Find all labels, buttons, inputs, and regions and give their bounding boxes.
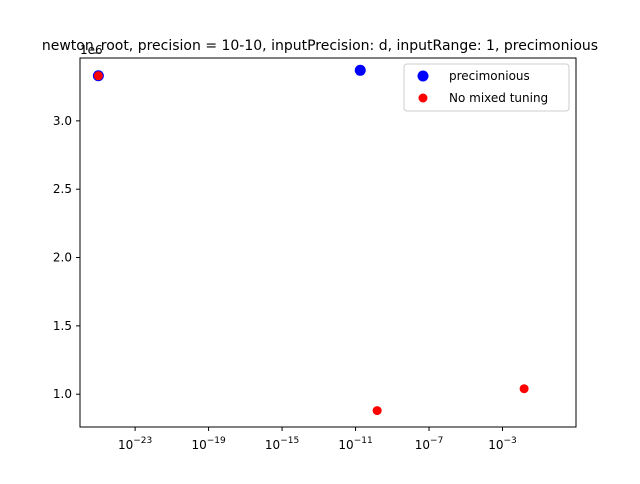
legend-label: precimonious [449, 69, 530, 83]
y-tick-label: 2.0 [53, 251, 72, 265]
y-tick-label: 1.0 [53, 387, 72, 401]
legend: precimonious No mixed tuning [403, 63, 570, 112]
x-tick-label: 10−19 [191, 436, 226, 452]
y-multiplier-label: 1e6 [80, 43, 103, 57]
data-point [93, 71, 103, 81]
y-tick-label: 3.0 [53, 114, 72, 128]
x-tick-label: 10−11 [338, 436, 372, 452]
legend-box [403, 63, 570, 112]
legend-marker [418, 93, 428, 103]
data-points [92, 64, 529, 416]
data-point [519, 384, 529, 394]
y-tick-label: 1.5 [53, 319, 72, 333]
axis-ticks: 10−23 10−19 10−15 10−11 10−7 10−3 1.0 1.5 2.0 2.5… [53, 114, 517, 452]
chart-title: newton_root, precision = 10-10, inputPre… [42, 38, 598, 54]
x-tick-label: 10−7 [415, 436, 444, 452]
x-tick-label: 10−3 [488, 436, 517, 452]
data-point [372, 406, 382, 416]
y-tick-label: 2.5 [53, 182, 72, 196]
x-tick-label: 10−15 [265, 436, 299, 452]
plot-area-frame [79, 57, 577, 428]
legend-label: No mixed tuning [449, 91, 548, 105]
legend-marker [417, 70, 429, 82]
data-point [354, 64, 366, 76]
x-tick-label: 10−23 [118, 436, 152, 452]
